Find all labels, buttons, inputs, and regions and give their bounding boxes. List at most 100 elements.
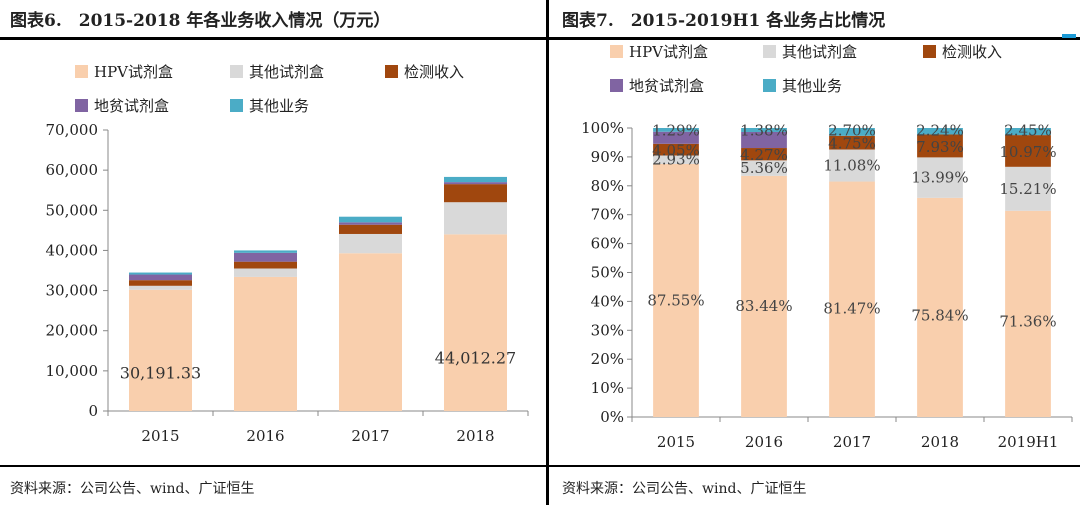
bar-2015-series-2 xyxy=(653,155,699,164)
bar-2017-series-1 xyxy=(829,181,875,417)
bar-2018-series-5 xyxy=(917,128,963,135)
right-panel: 图表7. 2015-2019H1 各业务占比情况 HPV试剂盒 其他试剂盒 检测收入… xyxy=(548,0,1080,505)
legend-swatch-3 xyxy=(923,45,936,58)
legend-swatch-4 xyxy=(75,99,88,112)
bar-2015-series-3 xyxy=(653,143,699,156)
y-tick-label: 60% xyxy=(591,235,624,253)
bar-2016-series-3 xyxy=(741,148,787,161)
bar-2015-series-2 xyxy=(129,285,192,290)
bar-2018-series-1 xyxy=(444,234,507,411)
bar-2016-series-5 xyxy=(741,128,787,132)
bar-2018-series-2 xyxy=(917,157,963,198)
data-label-testing-2019h1: 10.97% xyxy=(999,143,1056,161)
legend-label-2: 其他试剂盒 xyxy=(782,43,857,61)
bar-2018-series-3 xyxy=(444,184,507,203)
panel-divider xyxy=(546,0,549,505)
y-tick-label: 40% xyxy=(591,292,624,310)
data-label-other-reagent-2017: 11.08% xyxy=(823,157,880,175)
data-label-other-business-2017: 2.70% xyxy=(828,121,876,139)
x-tick-label-2018: 2018 xyxy=(456,427,494,445)
legend-label-3: 检测收入 xyxy=(404,63,464,81)
y-tick-label: 20,000 xyxy=(46,322,99,340)
bar-2015-series-3 xyxy=(129,280,192,286)
data-label-testing-2015: 4.05% xyxy=(652,142,700,160)
bar-2017-series-1 xyxy=(339,253,402,411)
y-tick-label: 70,000 xyxy=(46,121,99,139)
y-tick-label: 0 xyxy=(88,402,98,420)
y-tick-label: 50% xyxy=(591,264,624,282)
bar-2016-series-4 xyxy=(234,252,297,262)
data-label-other-business-2018: 2.24% xyxy=(916,121,964,139)
bar-2017-series-5 xyxy=(829,128,875,136)
bar-2017-series-4 xyxy=(339,222,402,225)
legend-label-5: 其他业务 xyxy=(249,97,309,115)
y-tick-label: 60,000 xyxy=(46,161,99,179)
bar-2015-series-5 xyxy=(653,128,699,132)
left-bottom-rule xyxy=(0,465,546,467)
bar-2018-series-5 xyxy=(444,176,507,183)
data-label-other-reagent-2018: 13.99% xyxy=(911,169,968,187)
y-tick-label: 40,000 xyxy=(46,241,99,259)
data-label-2018: 44,012.27 xyxy=(435,348,516,367)
data-label-other-reagent-2015: 2.93% xyxy=(652,151,700,169)
data-label-hpv-2017: 81.47% xyxy=(823,299,880,317)
bar-2016-series-1 xyxy=(741,175,787,417)
legend-swatch-1 xyxy=(610,45,623,58)
y-tick-label: 80% xyxy=(591,177,624,195)
x-tick-label-2018: 2018 xyxy=(921,433,959,451)
right-title-rule xyxy=(548,37,1080,40)
legend-swatch-5 xyxy=(230,99,243,112)
data-label-other-reagent-2019h1: 15.21% xyxy=(999,180,1056,198)
data-label-testing-2016: 4.27% xyxy=(740,146,788,164)
bar-2015-series-4 xyxy=(653,131,699,144)
bar-2018-series-3 xyxy=(917,134,963,158)
right-bottom-rule xyxy=(548,465,1080,467)
bar-2017-series-2 xyxy=(339,233,402,254)
legend-label-5: 其他业务 xyxy=(782,77,842,95)
y-tick-label: 0% xyxy=(600,408,624,426)
legend-swatch-5 xyxy=(763,79,776,92)
y-tick-label: 10% xyxy=(591,379,624,397)
bar-2019h1-series-3 xyxy=(1005,135,1051,167)
left-chart-title: 图表6. 2015-2018 年各业务收入情况（万元） xyxy=(10,11,391,31)
accent-mark xyxy=(1062,34,1076,38)
y-tick-label: 100% xyxy=(581,119,624,137)
data-label-other-business-2016: 1.38% xyxy=(740,121,788,139)
left-source-note: 资料来源：公司公告、wind、广证恒生 xyxy=(10,481,255,497)
data-label-other-business-2015: 1.29% xyxy=(652,121,700,139)
x-tick-label-2017: 2017 xyxy=(833,433,871,451)
data-label-testing-2018: 7.93% xyxy=(916,138,964,156)
legend-label-4: 地贫试剂盒 xyxy=(629,77,704,95)
bar-2018-series-4 xyxy=(444,182,507,185)
bar-2017-series-3 xyxy=(829,135,875,150)
y-tick-label: 10,000 xyxy=(46,362,99,380)
legend-label-2: 其他试剂盒 xyxy=(249,63,324,81)
data-label-hpv-2019h1: 71.36% xyxy=(999,312,1056,330)
x-tick-label-2015: 2015 xyxy=(657,433,695,451)
legend-swatch-2 xyxy=(230,65,243,78)
data-label-hpv-2015: 87.55% xyxy=(647,292,704,310)
right-source-note: 资料来源：公司公告、wind、广证恒生 xyxy=(562,481,807,497)
legend-swatch-1 xyxy=(75,65,88,78)
data-label-hpv-2016: 83.44% xyxy=(735,297,792,315)
bar-2015-series-1 xyxy=(129,289,192,411)
legend-label-4: 地贫试剂盒 xyxy=(94,97,169,115)
bar-2017-series-3 xyxy=(339,224,402,234)
bar-2015-series-1 xyxy=(653,163,699,417)
bar-2019h1-series-5 xyxy=(1005,128,1051,136)
left-panel: 图表6. 2015-2018 年各业务收入情况（万元） HPV试剂盒 其他试剂盒 检… xyxy=(0,11,546,497)
bar-2016-series-2 xyxy=(234,268,297,277)
left-title-rule xyxy=(0,37,546,40)
data-label-other-reagent-2016: 5.36% xyxy=(740,159,788,177)
legend-swatch-4 xyxy=(610,79,623,92)
bar-2016-series-3 xyxy=(234,261,297,269)
bar-2019h1-series-2 xyxy=(1005,166,1051,211)
bar-2019h1-series-1 xyxy=(1005,210,1051,417)
bar-2015-series-5 xyxy=(129,272,192,275)
legend-label-1: HPV试剂盒 xyxy=(629,43,708,61)
y-tick-label: 30,000 xyxy=(46,282,99,300)
y-tick-label: 20% xyxy=(591,350,624,368)
bar-2016-series-1 xyxy=(234,276,297,411)
